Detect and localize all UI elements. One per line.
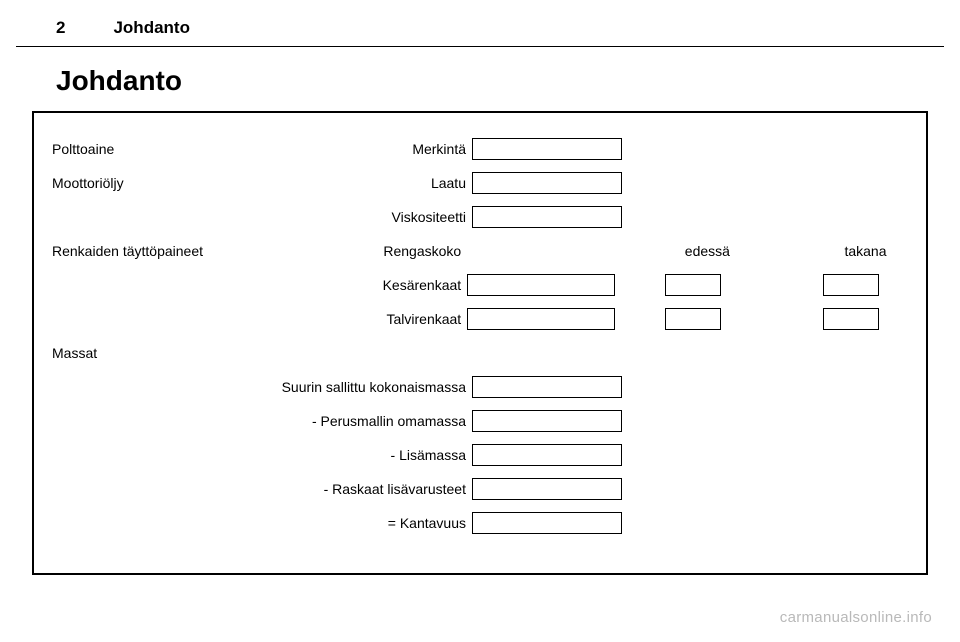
label-capacity: = Kantavuus bbox=[242, 515, 472, 531]
label-max-total: Suurin sallittu kokonaismassa bbox=[242, 379, 472, 395]
input-winter-front[interactable] bbox=[665, 308, 721, 330]
row-capacity: = Kantavuus bbox=[52, 511, 908, 535]
label-masses: Massat bbox=[52, 345, 242, 361]
label-heavy-acc: - Raskaat lisävarusteet bbox=[242, 481, 472, 497]
page-number: 2 bbox=[56, 18, 65, 38]
row-masses: Massat bbox=[52, 341, 908, 365]
input-oil-quality[interactable] bbox=[472, 172, 622, 194]
input-summer-rear[interactable] bbox=[823, 274, 879, 296]
input-summer-front[interactable] bbox=[665, 274, 721, 296]
input-summer-size[interactable] bbox=[467, 274, 615, 296]
label-base-mass: - Perusmallin omamassa bbox=[242, 413, 472, 429]
row-oil-quality: Moottoriöljy Laatu bbox=[52, 171, 908, 195]
watermark: carmanualsonline.info bbox=[780, 609, 932, 626]
input-oil-visc[interactable] bbox=[472, 206, 622, 228]
row-oil-visc: Viskositeetti bbox=[52, 205, 908, 229]
input-fuel-mark[interactable] bbox=[472, 138, 622, 160]
input-max-total[interactable] bbox=[472, 376, 622, 398]
label-tire-size: Rengaskoko bbox=[240, 243, 467, 259]
label-tires: Renkaiden täyttöpaineet bbox=[52, 243, 240, 259]
label-fuel-mark: Merkintä bbox=[242, 141, 472, 157]
row-tire-header: Renkaiden täyttöpaineet Rengaskoko edess… bbox=[52, 239, 908, 263]
page-header: 2 Johdanto bbox=[16, 0, 944, 47]
label-oil: Moottoriöljy bbox=[52, 175, 242, 191]
label-front: edessä bbox=[665, 243, 750, 259]
row-max-total: Suurin sallittu kokonaismassa bbox=[52, 375, 908, 399]
row-heavy-acc: - Raskaat lisävarusteet bbox=[52, 477, 908, 501]
input-extra-mass[interactable] bbox=[472, 444, 622, 466]
section-name: Johdanto bbox=[113, 18, 190, 38]
label-rear: takana bbox=[823, 243, 908, 259]
label-winter: Talvirenkaat bbox=[240, 311, 467, 327]
label-oil-visc: Viskositeetti bbox=[242, 209, 472, 225]
label-fuel: Polttoaine bbox=[52, 141, 242, 157]
label-extra-mass: - Lisämassa bbox=[242, 447, 472, 463]
input-heavy-acc[interactable] bbox=[472, 478, 622, 500]
form-container: Polttoaine Merkintä Moottoriöljy Laatu V… bbox=[32, 111, 928, 575]
label-summer: Kesärenkaat bbox=[240, 277, 467, 293]
row-summer: Kesärenkaat bbox=[52, 273, 908, 297]
row-base-mass: - Perusmallin omamassa bbox=[52, 409, 908, 433]
input-winter-size[interactable] bbox=[467, 308, 615, 330]
input-winter-rear[interactable] bbox=[823, 308, 879, 330]
row-extra-mass: - Lisämassa bbox=[52, 443, 908, 467]
input-base-mass[interactable] bbox=[472, 410, 622, 432]
row-fuel: Polttoaine Merkintä bbox=[52, 137, 908, 161]
input-capacity[interactable] bbox=[472, 512, 622, 534]
label-oil-quality: Laatu bbox=[242, 175, 472, 191]
page-title: Johdanto bbox=[16, 47, 944, 111]
row-winter: Talvirenkaat bbox=[52, 307, 908, 331]
